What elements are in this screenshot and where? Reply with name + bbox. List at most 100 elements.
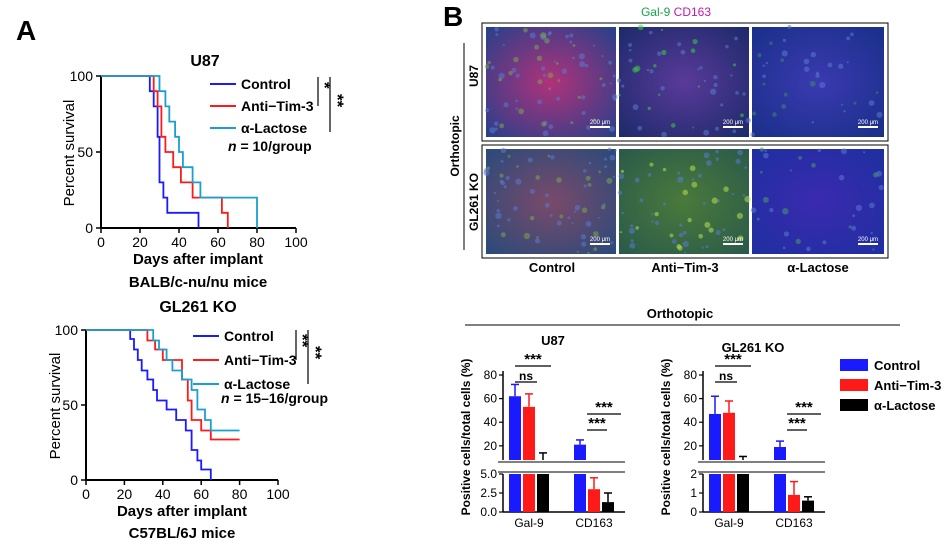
bar: [537, 474, 549, 512]
scale-bar-label: 200 μm: [723, 120, 743, 126]
x-tick-label: Gal-9: [514, 516, 544, 530]
chart-title: GL261 KO: [159, 299, 236, 316]
legend-label: α-Lactose: [224, 376, 290, 392]
x-tick-label: 80: [249, 234, 265, 250]
microscopy-image: 200 μm: [750, 25, 884, 137]
microscopy-image: 200 μm: [484, 27, 618, 137]
significance-marker: ***: [595, 399, 613, 416]
scale-bar-label: 200 μm: [590, 237, 610, 243]
bar: [723, 474, 735, 512]
x-tick-label: Gal-9: [714, 516, 744, 530]
chart-title: U87: [541, 333, 565, 348]
significance-marker: ***: [788, 415, 806, 432]
significance-marker: **: [306, 346, 325, 360]
legend-label: Anti−Tim-3: [224, 352, 297, 368]
y-tick-label: 100: [55, 322, 79, 338]
y-axis-label: Percent survival: [61, 100, 78, 207]
chart-title: U87: [190, 53, 219, 70]
column-label-control: Control: [529, 260, 575, 275]
significance-marker: ***: [724, 351, 742, 368]
y-tick-label: 20: [484, 439, 498, 453]
microscopy-image: 200 μm: [617, 149, 751, 254]
scale-bar-label: 200 μm: [590, 120, 610, 126]
significance-marker: ns: [719, 369, 733, 383]
x-axis-label: Days after implant: [133, 251, 263, 268]
significance-marker: **: [328, 94, 347, 108]
scale-bar-label: 200 μm: [723, 237, 743, 243]
panel-b-label: B: [443, 1, 463, 32]
y-tick-label: 60: [684, 392, 698, 406]
significance-marker: ***: [524, 351, 542, 368]
bar-legend: Control Anti−Tim-3 α-Lactose: [840, 358, 941, 413]
significance-marker: *: [315, 82, 334, 89]
y-axis-label: Positive cells/total cells (%): [659, 359, 673, 516]
scale-bar-label: 200 μm: [858, 120, 878, 126]
y-tick-label: 1: [690, 486, 697, 500]
stain-legend: Gal-9 CD163: [641, 5, 711, 19]
x-tick-label: 100: [266, 486, 290, 502]
row-label-u87: U87: [467, 65, 481, 87]
significance-marker: ***: [795, 399, 813, 416]
survival-chart-gl261ko: GL261 KO Percent survival Days after imp…: [47, 299, 328, 542]
y-tick-label: 40: [484, 415, 498, 429]
bar: [709, 474, 721, 512]
x-tick-label: 60: [193, 486, 209, 502]
bar: [574, 444, 586, 460]
bar: [509, 474, 521, 512]
x-tick-label: 80: [232, 486, 248, 502]
bar: [509, 396, 521, 460]
panel-a-label: A: [16, 15, 36, 46]
x-tick-label: 40: [171, 234, 187, 250]
bar: [774, 447, 786, 460]
x-tick-label: 20: [117, 486, 133, 502]
row-label-gl261ko: GL261 KO: [467, 173, 481, 231]
survival-curve-1: [101, 75, 229, 228]
y-tick-label: 0: [85, 220, 93, 236]
y-tick-label: 100: [70, 68, 94, 84]
bar-section-title: Orthotopic: [647, 306, 713, 321]
y-axis-label: Percent survival: [47, 353, 64, 460]
y-axis-label: Positive cells/total cells (%): [459, 359, 473, 516]
significance-marker: ***: [588, 415, 606, 432]
legend-label: Control: [241, 76, 291, 92]
y-tick-label: 50: [77, 144, 93, 160]
x-tick-label: 60: [210, 234, 226, 250]
legend-swatch: [840, 379, 868, 391]
bar: [709, 413, 721, 460]
scale-bar-label: 200 μm: [858, 237, 878, 243]
survival-curve-2: [86, 329, 240, 432]
legend-label: Control: [874, 358, 920, 373]
significance-marker: **: [293, 334, 312, 348]
group-size-note: n = 10/group: [228, 138, 312, 154]
survival-chart-u87: U87 Percent survival Days after implant …: [61, 53, 347, 291]
orthotopic-side-label: Orthotopic: [448, 115, 462, 177]
survival-curve-0: [86, 329, 212, 480]
survival-curve-0: [101, 75, 200, 228]
y-tick-label: 20: [684, 439, 698, 453]
bar: [774, 474, 786, 512]
bar: [523, 406, 535, 460]
significance-marker: ns: [519, 369, 533, 383]
y-tick-label: 2: [690, 467, 697, 481]
mouse-strain-label: C57BL/6J mice: [129, 525, 236, 542]
y-tick-label: 0: [690, 505, 697, 519]
chart-title: GL261 KO: [722, 340, 785, 355]
group-size-note: n = 15–16/group: [221, 390, 328, 406]
legend-label: Anti−Tim-3: [241, 98, 314, 114]
survival-curve-2: [101, 75, 258, 228]
x-tick-label: 40: [155, 486, 171, 502]
bar: [788, 494, 800, 512]
y-tick-label: 50: [62, 397, 78, 413]
x-tick-label: 20: [132, 234, 148, 250]
y-tick-label: 60: [484, 392, 498, 406]
x-tick-label: 0: [82, 486, 90, 502]
microscopy-image: 200 μm: [617, 24, 751, 138]
legend-swatch: [840, 399, 868, 411]
y-tick-label: 2.5: [480, 486, 497, 500]
y-tick-label: 80: [484, 368, 498, 382]
bar-chart-u87: U87 Positive cells/total cells (%) 20 40 60 8…: [459, 333, 625, 530]
bar: [523, 474, 535, 512]
legend-label: α-Lactose: [241, 120, 307, 136]
mouse-strain-label: BALB/c-nu/nu mice: [129, 274, 267, 291]
